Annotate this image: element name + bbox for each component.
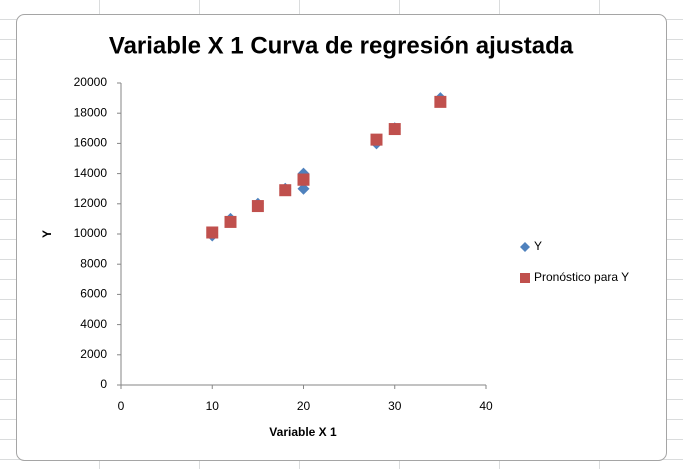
y-tick-label: 12000 xyxy=(74,196,108,210)
point xyxy=(206,226,219,239)
x-tick-label: 0 xyxy=(118,399,125,413)
point xyxy=(388,123,401,136)
y-tick-label: 16000 xyxy=(74,136,108,150)
y-axis-label: Y xyxy=(40,230,54,238)
x-tick-label: 10 xyxy=(206,399,220,413)
chart-title: Variable X 1 Curva de regresión ajustada xyxy=(109,32,574,59)
chart-frame xyxy=(16,14,667,461)
legend-label: Y xyxy=(534,239,542,253)
point xyxy=(370,133,383,146)
y-tick-label: 4000 xyxy=(80,317,107,331)
x-tick-label: 20 xyxy=(297,399,311,413)
point xyxy=(279,184,292,197)
x-axis-label: Variable X 1 xyxy=(269,425,337,439)
y-tick-label: 18000 xyxy=(74,105,108,119)
legend-marker xyxy=(520,273,530,283)
point xyxy=(224,215,237,228)
legend-label: Pronóstico para Y xyxy=(534,270,629,284)
y-tick-label: 6000 xyxy=(80,287,107,301)
y-tick-label: 20000 xyxy=(74,75,108,89)
y-tick-label: 14000 xyxy=(74,166,108,180)
x-tick-label: 30 xyxy=(388,399,402,413)
y-tick-label: 0 xyxy=(100,377,107,391)
y-tick-label: 2000 xyxy=(80,347,107,361)
legend-marker xyxy=(520,242,530,252)
y-tick-label: 8000 xyxy=(80,256,107,270)
y-tick-label: 10000 xyxy=(74,226,108,240)
point xyxy=(434,95,447,108)
x-tick-label: 40 xyxy=(479,399,493,413)
point xyxy=(297,173,310,186)
point xyxy=(297,182,310,195)
point xyxy=(251,200,264,213)
